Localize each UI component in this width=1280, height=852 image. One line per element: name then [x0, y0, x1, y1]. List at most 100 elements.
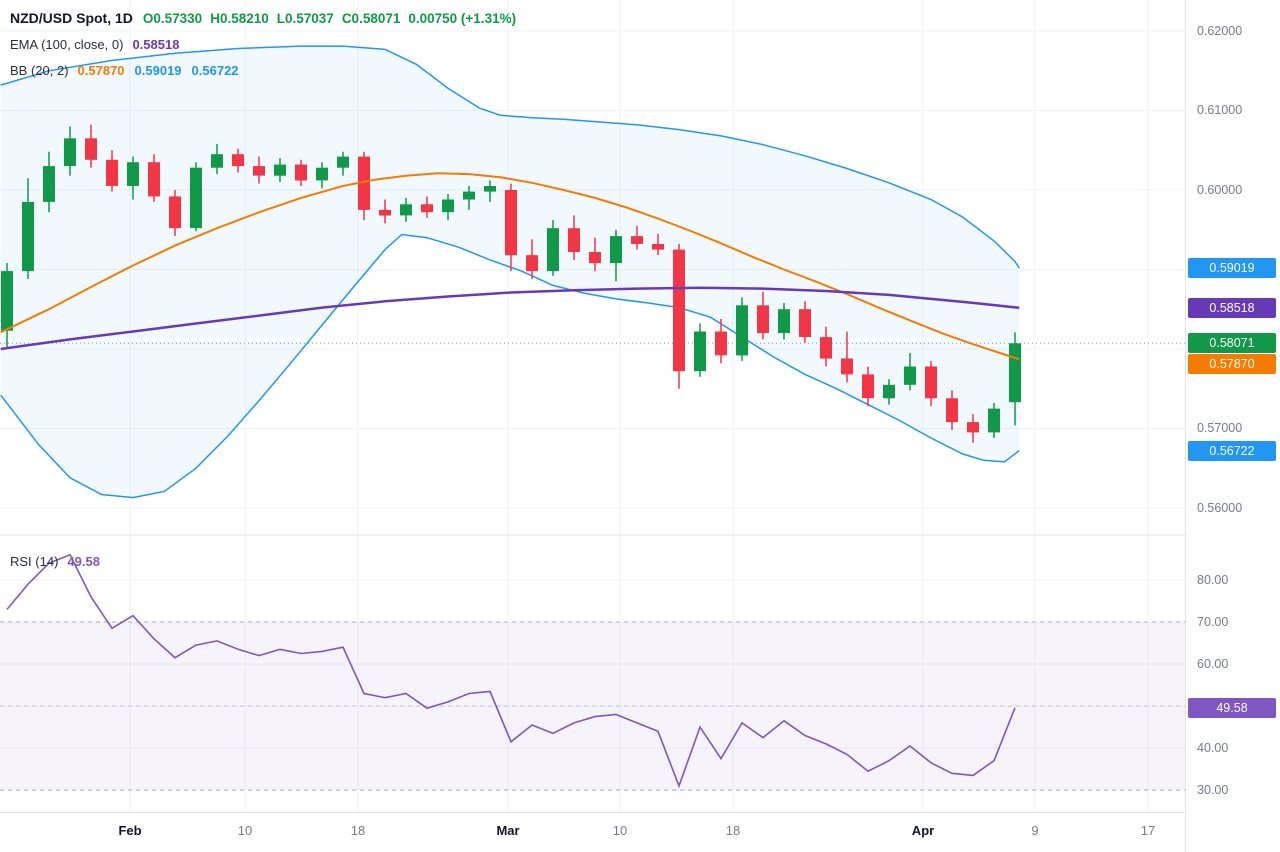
- time-axis-label: Apr: [911, 823, 935, 838]
- candle[interactable]: [547, 220, 559, 276]
- candle[interactable]: [232, 148, 244, 173]
- rsi-axis-label: 60.00: [1197, 657, 1229, 671]
- rsi-axis-label: 80.00: [1197, 573, 1229, 587]
- time-axis-label: 10: [237, 823, 253, 838]
- ohlc-value: 0.00750 (+1.31%): [408, 11, 517, 26]
- candle[interactable]: [169, 190, 181, 237]
- candle[interactable]: [631, 225, 643, 250]
- time-axis-label: 10: [612, 823, 628, 838]
- symbol-title[interactable]: NZD/USD Spot, 1D: [10, 10, 133, 26]
- candle[interactable]: [589, 237, 601, 272]
- bb-upper-line[interactable]: [0, 45, 1020, 269]
- candle[interactable]: [316, 162, 328, 189]
- price-pane-legend: NZD/USD Spot, 1D O0.57330 H0.58210 L0.5703…: [10, 5, 524, 83]
- candle[interactable]: [463, 186, 475, 210]
- candle[interactable]: [295, 159, 307, 186]
- bb-basis-badge: 0.57870: [1188, 354, 1276, 374]
- ohlc-values: O0.57330 H0.58210 L0.57037 C0.58071 0.00750 …: [143, 10, 524, 26]
- candle[interactable]: [694, 323, 706, 377]
- candle[interactable]: [673, 244, 685, 389]
- candle[interactable]: [883, 379, 895, 405]
- candle[interactable]: [778, 302, 790, 340]
- candles[interactable]: [1, 124, 1021, 443]
- rsi-axis-label: 30.00: [1197, 783, 1229, 797]
- candle[interactable]: [799, 301, 811, 343]
- time-axis-label: 18: [350, 823, 366, 838]
- bb-lower-line[interactable]: [0, 233, 1020, 499]
- rsi-line[interactable]: [6, 553, 1016, 789]
- candle[interactable]: [148, 154, 160, 202]
- candle[interactable]: [1, 263, 13, 349]
- bb-upper-badge: 0.59019: [1188, 258, 1276, 278]
- symbol-row: NZD/USD Spot, 1D O0.57330 H0.58210 L0.5703…: [10, 5, 524, 31]
- candle[interactable]: [127, 156, 139, 200]
- ema-line[interactable]: [0, 286, 1020, 351]
- bb-indicator-label[interactable]: BB (20, 2): [10, 62, 69, 78]
- candle[interactable]: [211, 143, 223, 175]
- rsi-value: 49.58: [67, 553, 100, 569]
- price-axis-label: 0.57000: [1197, 421, 1243, 435]
- candle[interactable]: [526, 239, 538, 279]
- candle[interactable]: [274, 158, 286, 182]
- rsi-axis-label: 70.00: [1197, 615, 1229, 629]
- candle[interactable]: [904, 353, 916, 391]
- candle[interactable]: [22, 178, 34, 279]
- candle[interactable]: [652, 233, 664, 256]
- candle[interactable]: [505, 183, 517, 272]
- candle[interactable]: [379, 199, 391, 224]
- candle[interactable]: [358, 151, 370, 221]
- time-axis-label: 17: [1140, 823, 1156, 838]
- candle[interactable]: [988, 403, 1000, 438]
- candle[interactable]: [190, 162, 202, 232]
- candle[interactable]: [862, 366, 874, 407]
- ema-indicator-label[interactable]: EMA (100, close, 0): [10, 36, 124, 52]
- bb-value: 0.56722: [191, 63, 239, 78]
- bb-value: 0.59019: [134, 63, 182, 78]
- price-axis-label: 0.62000: [1197, 24, 1243, 38]
- ohlc-value: H0.58210: [210, 11, 269, 26]
- candle[interactable]: [253, 156, 265, 184]
- time-axis[interactable]: Feb 10 18 Mar 10 18 Apr 9 17: [0, 812, 1185, 852]
- candle[interactable]: [610, 229, 622, 282]
- gridlines: [0, 0, 1185, 812]
- candle[interactable]: [400, 197, 412, 222]
- ema-row: EMA (100, close, 0) 0.58518: [10, 31, 524, 57]
- candle[interactable]: [568, 215, 580, 260]
- bb-row: BB (20, 2) 0.57870 0.59019 0.56722: [10, 57, 524, 83]
- rsi-row: RSI (14) 49.58: [10, 548, 100, 574]
- candle[interactable]: [43, 151, 55, 213]
- bb-lower-badge: 0.56722: [1188, 441, 1276, 461]
- candle[interactable]: [106, 150, 118, 192]
- price-axis-label: 0.61000: [1197, 103, 1243, 117]
- candle[interactable]: [442, 194, 454, 221]
- candle[interactable]: [85, 124, 97, 168]
- bb-basis-line[interactable]: [0, 172, 1020, 361]
- time-axis-label: 9: [1031, 823, 1039, 838]
- price-axis[interactable]: 0.62000 0.61000 0.60000 0.57000 0.56000 80.00…: [1185, 0, 1280, 852]
- rsi-indicator-label[interactable]: RSI (14): [10, 553, 59, 569]
- ohlc-value: L0.57037: [276, 11, 334, 26]
- candle[interactable]: [841, 331, 853, 383]
- candle[interactable]: [820, 326, 832, 367]
- candle[interactable]: [925, 360, 937, 407]
- candle[interactable]: [967, 414, 979, 443]
- time-axis-label: Mar: [496, 823, 520, 838]
- candle[interactable]: [64, 126, 76, 176]
- rsi-pane-legend: RSI (14) 49.58: [10, 548, 100, 574]
- rsi-band: [0, 622, 1185, 791]
- candle[interactable]: [715, 318, 727, 364]
- candle[interactable]: [421, 196, 433, 218]
- candle[interactable]: [736, 297, 748, 361]
- candle[interactable]: [946, 390, 958, 431]
- candle[interactable]: [484, 180, 496, 202]
- bb-values: 0.57870 0.59019 0.56722: [78, 62, 249, 78]
- time-axis-label: 18: [725, 823, 741, 838]
- candle[interactable]: [757, 291, 769, 340]
- close-price-badge: 0.58071: [1188, 333, 1276, 353]
- price-axis-label: 0.56000: [1197, 501, 1243, 515]
- bb-fill: [0, 46, 1020, 498]
- price-axis-label: 0.60000: [1197, 183, 1243, 197]
- candle[interactable]: [337, 151, 349, 176]
